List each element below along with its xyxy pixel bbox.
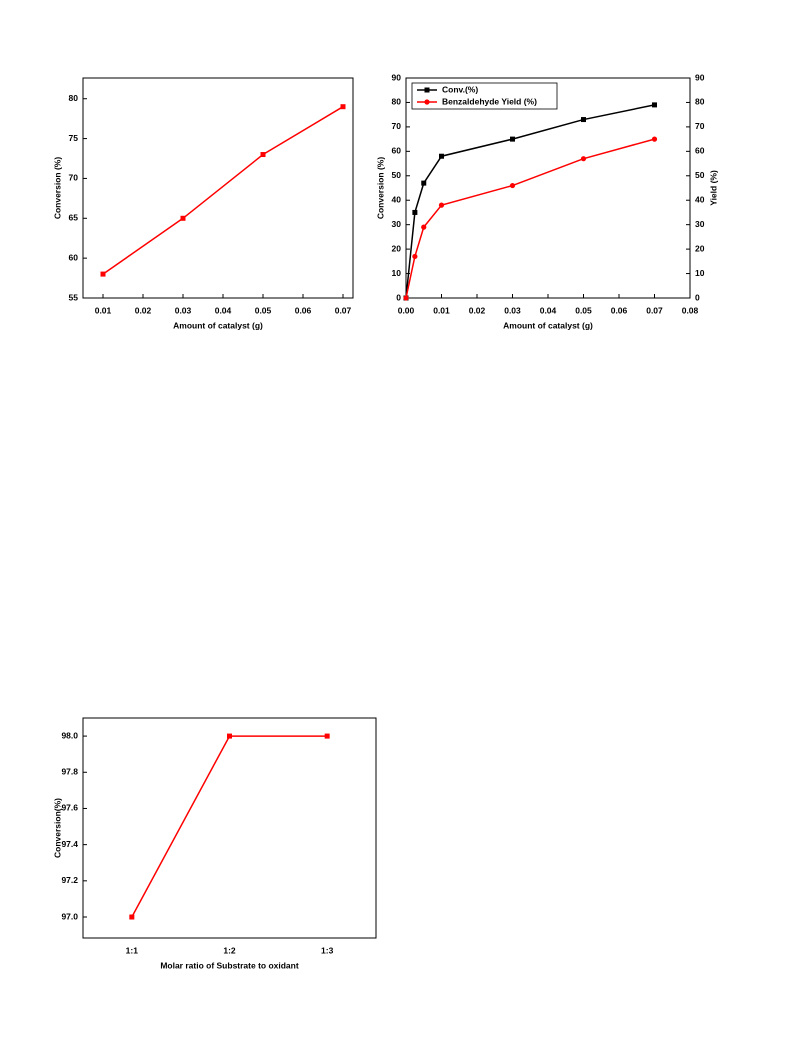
- x-tick-label: 0.02: [135, 305, 152, 315]
- y2-tick-label: 0: [695, 292, 700, 302]
- y-tick-label: 97.0: [61, 911, 78, 921]
- x-tick-label: 0.01: [95, 305, 112, 315]
- y2-tick-label: 10: [695, 268, 705, 278]
- y2-tick-label: 80: [695, 97, 705, 107]
- x-axis-label: Molar ratio of Substrate to oxidant: [160, 960, 299, 970]
- x-axis-label: Amount of catalyst (g): [173, 320, 263, 330]
- x-tick-label: 0.03: [175, 305, 192, 315]
- x-tick-label: 1:1: [126, 945, 139, 955]
- x-tick-label: 0.04: [215, 305, 232, 315]
- x-tick-label: 1:2: [223, 945, 236, 955]
- x-tick-label: 0.06: [295, 305, 312, 315]
- x-axis-label: Amount of catalyst (g): [503, 320, 593, 330]
- x-tick-label: 0.03: [504, 305, 521, 315]
- marker: [652, 102, 657, 108]
- x-tick-label: 0.05: [575, 305, 592, 315]
- legend-label: Benzaldehyde Yield (%): [442, 96, 537, 106]
- y-axis-label: Conversion(%): [52, 798, 62, 858]
- marker: [324, 733, 330, 739]
- marker: [412, 253, 418, 260]
- marker: [651, 136, 658, 142]
- x-tick-label: 0.02: [469, 305, 486, 315]
- y-axis-label: Conversion (%): [52, 157, 62, 220]
- marker: [580, 156, 587, 162]
- marker: [438, 202, 445, 208]
- y2-tick-label: 20: [695, 243, 705, 253]
- marker: [581, 117, 586, 123]
- y-tick-label: 60: [392, 146, 402, 156]
- series-line: [131, 735, 328, 918]
- y-tick-label: 97.8: [61, 767, 78, 777]
- y-tick-label: 60: [69, 252, 79, 262]
- y-tick-label: 30: [392, 219, 402, 229]
- marker: [412, 209, 418, 215]
- y-tick-label: 10: [392, 268, 402, 278]
- y-tick-label: 70: [392, 121, 402, 131]
- x-tick-label: 0.06: [611, 305, 628, 315]
- y-tick-label: 75: [69, 133, 79, 143]
- plot-frame: [405, 77, 691, 299]
- marker: [180, 215, 186, 221]
- series-line: [102, 106, 344, 275]
- y-tick-label: 70: [69, 173, 79, 183]
- legend-marker: [424, 87, 430, 93]
- x-tick-label: 0.00: [398, 305, 415, 315]
- y2-tick-label: 30: [695, 219, 705, 229]
- marker: [509, 182, 516, 189]
- marker: [340, 104, 346, 110]
- y-tick-label: 20: [392, 243, 402, 253]
- x-tick-label: 0.01: [433, 305, 450, 315]
- y-tick-label: 40: [392, 194, 402, 204]
- y-tick-label: 0: [396, 292, 401, 302]
- y2-tick-label: 40: [695, 194, 705, 204]
- y-tick-label: 98.0: [61, 730, 78, 740]
- y-tick-label: 97.6: [61, 803, 78, 813]
- y-tick-label: 80: [392, 97, 402, 107]
- marker: [100, 271, 106, 277]
- marker: [510, 136, 515, 142]
- y2-tick-label: 70: [695, 121, 705, 131]
- marker: [439, 153, 444, 159]
- marker: [129, 914, 135, 920]
- y-tick-label: 90: [392, 72, 402, 82]
- x-tick-label: 0.04: [540, 305, 557, 315]
- marker: [227, 733, 232, 739]
- legend-label: Conv.(%): [442, 84, 478, 94]
- y-tick-label: 50: [392, 170, 402, 180]
- marker: [421, 224, 427, 230]
- y-tick-label: 65: [69, 213, 79, 223]
- series-line: [405, 104, 655, 299]
- marker: [421, 180, 427, 186]
- x-tick-label: 0.05: [255, 305, 272, 315]
- y-tick-label: 80: [69, 93, 79, 103]
- x-tick-label: 1:3: [321, 945, 334, 955]
- legend-box: [411, 82, 558, 110]
- marker: [403, 295, 409, 301]
- y-axis-label: Conversion (%): [375, 157, 385, 220]
- y2-axis-label: Yield (%): [708, 170, 718, 206]
- y-tick-label: 97.4: [61, 839, 78, 849]
- x-tick-label: 0.08: [682, 305, 699, 315]
- legend-marker: [424, 99, 430, 105]
- marker: [260, 152, 266, 158]
- plot-frame: [82, 717, 377, 939]
- y-tick-label: 97.2: [61, 875, 78, 885]
- y2-tick-label: 90: [695, 72, 705, 82]
- series-line: [405, 138, 655, 299]
- y2-tick-label: 60: [695, 146, 705, 156]
- plot-frame: [82, 77, 354, 299]
- x-tick-label: 0.07: [335, 305, 352, 315]
- x-tick-label: 0.07: [646, 305, 663, 315]
- y-tick-label: 55: [69, 292, 79, 302]
- y2-tick-label: 50: [695, 170, 705, 180]
